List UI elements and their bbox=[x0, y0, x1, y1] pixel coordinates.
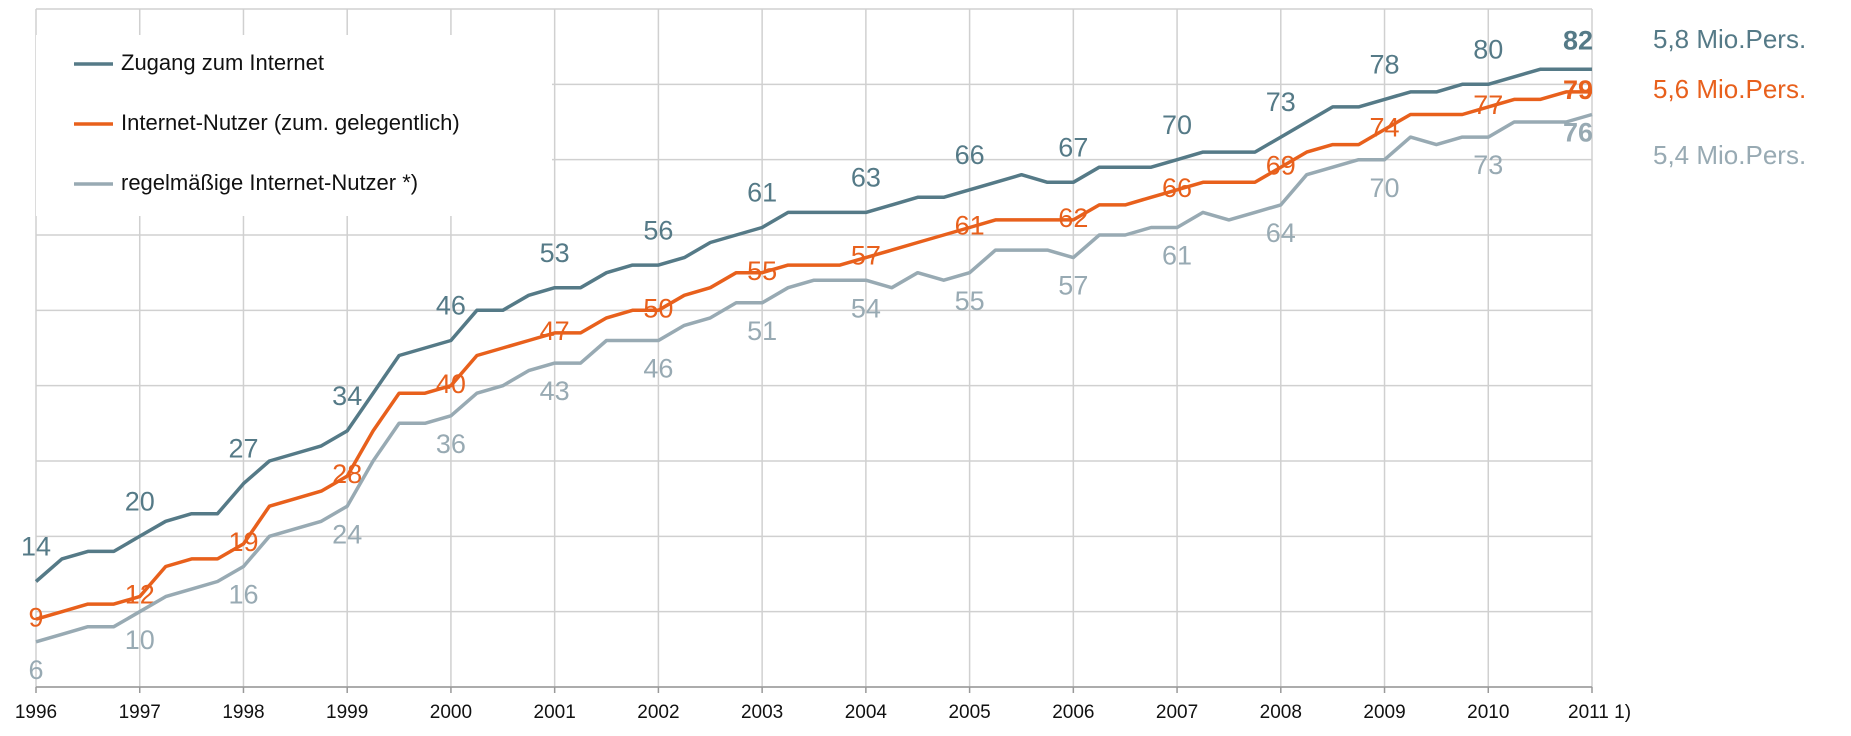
x-tick-label: 2011 1) bbox=[1568, 702, 1631, 723]
data-label: 80 bbox=[1473, 34, 1503, 64]
series-line bbox=[34, 67, 1592, 583]
data-label: 50 bbox=[643, 293, 673, 323]
data-label: 16 bbox=[228, 580, 258, 610]
data-label: 62 bbox=[1058, 203, 1088, 233]
data-label: 57 bbox=[851, 241, 881, 271]
data-label: 28 bbox=[332, 459, 362, 489]
series-line bbox=[35, 90, 1592, 621]
total-label: 5,8 Mio.Pers. bbox=[1653, 24, 1806, 54]
x-tick-label: 2004 bbox=[845, 702, 888, 723]
data-label: 77 bbox=[1473, 90, 1503, 120]
data-label: 51 bbox=[747, 316, 777, 346]
data-label: 79 bbox=[1563, 75, 1593, 105]
x-tick-label: 2001 bbox=[534, 702, 576, 723]
x-tick-label: 1996 bbox=[15, 702, 57, 723]
x-tick-label: 1998 bbox=[222, 702, 264, 723]
data-label: 34 bbox=[332, 381, 362, 411]
data-label: 56 bbox=[643, 215, 673, 245]
x-tick-label: 1997 bbox=[119, 702, 161, 723]
x-tick-label: 2009 bbox=[1363, 702, 1405, 723]
data-label: 61 bbox=[747, 178, 777, 208]
data-label: 19 bbox=[228, 527, 258, 557]
data-label: 66 bbox=[955, 140, 985, 170]
data-label: 36 bbox=[436, 429, 466, 459]
total-label: 5,4 Mio.Pers. bbox=[1653, 140, 1806, 170]
legend-box bbox=[36, 35, 552, 216]
data-label: 46 bbox=[643, 354, 673, 384]
data-label: 20 bbox=[125, 486, 155, 516]
x-tick-label: 2010 bbox=[1467, 702, 1509, 723]
data-label: 73 bbox=[1266, 87, 1296, 117]
data-label: 76 bbox=[1563, 118, 1593, 148]
data-label: 78 bbox=[1370, 50, 1400, 80]
data-label: 47 bbox=[540, 316, 570, 346]
series-line bbox=[35, 112, 1593, 644]
x-tick-label: 1999 bbox=[326, 702, 368, 723]
x-tick-label: 2005 bbox=[948, 702, 990, 723]
x-tick-label: 2008 bbox=[1260, 702, 1302, 723]
data-label: 24 bbox=[332, 519, 362, 549]
data-label: 67 bbox=[1058, 132, 1088, 162]
data-label: 10 bbox=[125, 625, 155, 655]
data-label: 54 bbox=[851, 293, 881, 323]
data-label: 61 bbox=[955, 211, 985, 241]
data-label: 46 bbox=[436, 291, 466, 321]
data-label: 53 bbox=[540, 238, 570, 268]
data-label: 73 bbox=[1473, 150, 1503, 180]
x-tick-label: 2006 bbox=[1052, 702, 1094, 723]
data-label: 40 bbox=[436, 369, 466, 399]
total-label: 5,6 Mio.Pers. bbox=[1653, 74, 1806, 104]
x-tick-label: 2002 bbox=[637, 702, 679, 723]
data-label: 55 bbox=[955, 286, 985, 316]
data-label: 14 bbox=[21, 532, 51, 562]
data-label: 55 bbox=[747, 256, 777, 286]
data-label: 27 bbox=[228, 434, 258, 464]
data-label: 74 bbox=[1370, 113, 1400, 143]
legend-label: regelmäßige Internet-Nutzer *) bbox=[121, 170, 418, 195]
data-label: 82 bbox=[1563, 25, 1593, 55]
data-label: 63 bbox=[851, 163, 881, 193]
data-label: 70 bbox=[1370, 173, 1400, 203]
legend-label: Internet-Nutzer (zum. gelegentlich) bbox=[121, 110, 460, 135]
legend-label: Zugang zum Internet bbox=[121, 50, 324, 75]
data-label: 57 bbox=[1058, 271, 1088, 301]
data-label: 70 bbox=[1162, 110, 1192, 140]
data-label: 61 bbox=[1162, 241, 1192, 271]
data-label: 9 bbox=[28, 602, 43, 632]
data-label: 43 bbox=[540, 376, 570, 406]
data-label: 69 bbox=[1266, 150, 1296, 180]
x-tick-label: 2000 bbox=[430, 702, 472, 723]
data-label: 6 bbox=[28, 655, 43, 685]
data-label: 64 bbox=[1266, 218, 1296, 248]
data-label: 66 bbox=[1162, 173, 1192, 203]
x-tick-label: 2007 bbox=[1156, 702, 1198, 723]
x-tick-label: 2003 bbox=[741, 702, 783, 723]
